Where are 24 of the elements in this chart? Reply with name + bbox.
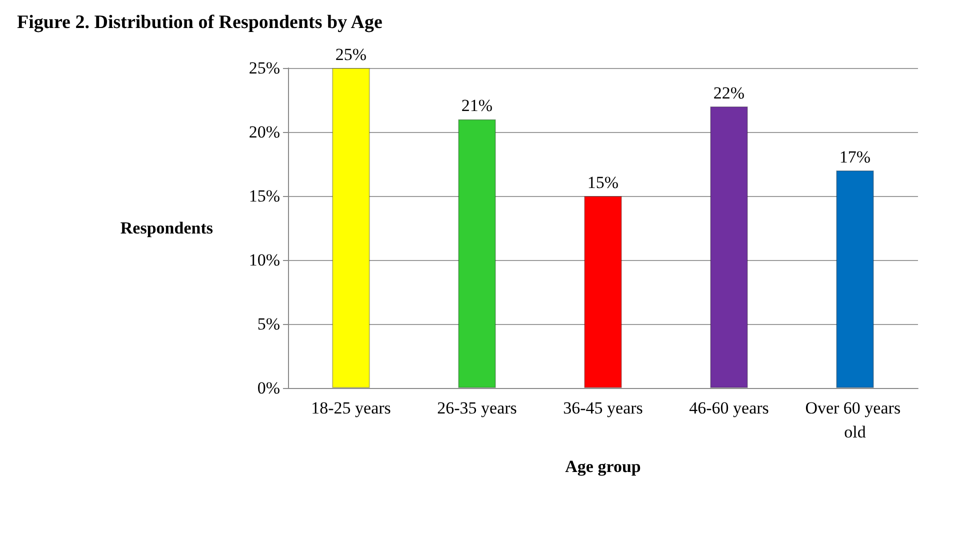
y-tick-label: 10% <box>248 250 280 270</box>
data-label: 15% <box>587 173 619 192</box>
y-tick-label: 5% <box>257 314 280 334</box>
y-tick-label: 20% <box>248 122 280 142</box>
x-tick-label: 18-25 years <box>311 398 391 418</box>
data-label: 25% <box>335 45 367 64</box>
bar <box>710 106 748 388</box>
x-tick-label: Over 60 years old <box>805 398 905 442</box>
x-axis-title: Age group <box>565 457 641 476</box>
bar <box>458 119 496 388</box>
chart-title: Figure 2. Distribution of Respondents by Age <box>17 12 382 33</box>
y-tick-label: 0% <box>257 378 280 398</box>
data-label: 21% <box>461 96 493 116</box>
x-tick-label: 26-35 years <box>437 398 517 418</box>
data-label: 22% <box>713 83 745 102</box>
y-tick-label: 25% <box>248 58 280 78</box>
x-tick-label: 36-45 years <box>563 398 643 418</box>
x-tick-label: 46-60 years <box>689 398 769 418</box>
bar <box>836 170 874 388</box>
y-axis-title: Respondents <box>120 218 214 238</box>
bar <box>584 196 622 388</box>
data-label: 17% <box>839 147 871 166</box>
bar <box>332 68 370 388</box>
y-tick-label: 15% <box>248 186 280 206</box>
